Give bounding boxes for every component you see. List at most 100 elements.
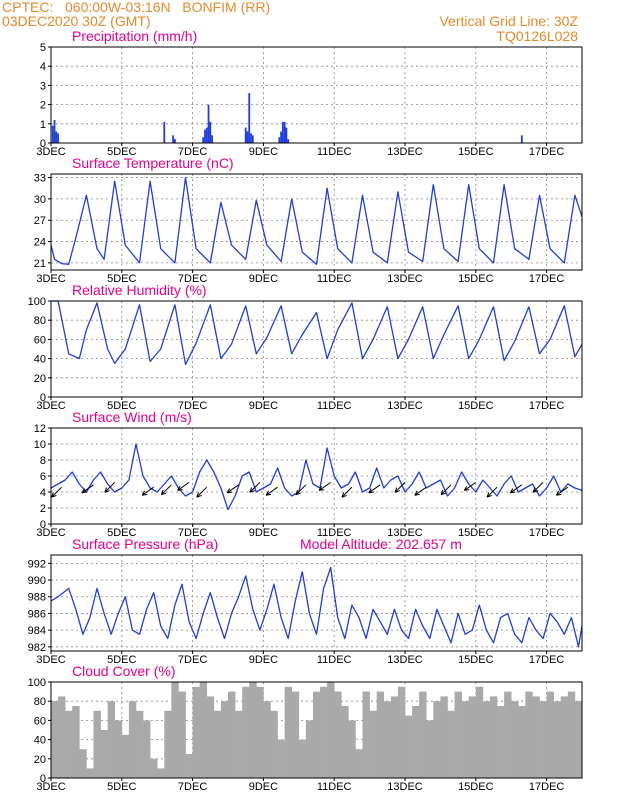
x-tick-label: 5DEC <box>107 527 136 539</box>
wind-arrow-head <box>160 489 164 495</box>
wind-arrow-head <box>341 492 345 498</box>
y-tick-label: 988 <box>28 592 46 604</box>
y-tick-label: 12 <box>34 423 46 435</box>
wind-arrow-shaft <box>318 481 331 491</box>
precip-bar <box>55 131 58 143</box>
wind-arrow-head <box>295 492 301 496</box>
x-tick-label: 13DEC <box>387 146 423 158</box>
x-tick-label: 5DEC <box>107 273 136 285</box>
wind-arrow <box>440 484 452 496</box>
cloud-bar <box>51 701 59 778</box>
x-tick-label: 3DEC <box>36 400 65 412</box>
wind-arrow <box>177 481 190 491</box>
precip-bar <box>53 119 56 143</box>
wind-arrow-head <box>318 485 323 491</box>
cloud-bar <box>447 710 455 778</box>
x-tick-label: 3DEC <box>36 146 65 158</box>
x-tick-label: 9DEC <box>249 781 278 793</box>
cloud-bar <box>482 701 491 778</box>
wind-line <box>50 443 583 511</box>
cloud-bar <box>560 696 569 778</box>
wind-arrow-head <box>177 485 181 491</box>
y-tick-label: 0 <box>40 773 46 785</box>
cloud-bar <box>277 739 285 778</box>
pressure-line <box>50 566 583 648</box>
precip-bar <box>174 139 176 143</box>
cloud-bar <box>220 701 229 778</box>
wind-arrow <box>555 486 569 496</box>
y-tick-label: 80 <box>34 315 46 327</box>
precip-bar <box>287 139 290 143</box>
panel-humidity: Relative Humidity (%) 0 20 40 60 80 100 3DEC 5DE… <box>28 282 583 412</box>
x-tick-label: 9DEC <box>249 400 278 412</box>
cloud-bar <box>440 696 448 778</box>
y-tick-label: 8 <box>40 455 46 467</box>
cloud-bar <box>242 686 250 778</box>
wind-arrow-head <box>141 490 146 496</box>
wind-arrow <box>368 484 381 494</box>
cloud-bar <box>270 710 278 778</box>
y-tick-label: 20 <box>34 754 46 766</box>
x-tick-label: 11DEC <box>317 273 352 285</box>
cloud-bar <box>164 710 172 778</box>
cloud-bar <box>312 691 321 778</box>
humidity-line <box>51 300 583 366</box>
wind-arrow-head <box>265 490 269 496</box>
x-tick-label: 5DEC <box>107 654 136 666</box>
x-tick-label: 15DEC <box>458 654 494 666</box>
cloud-bar <box>546 691 554 778</box>
y-tick-label: 0 <box>40 519 46 531</box>
wind-arrow-head <box>177 489 183 491</box>
wind-arrow-head <box>440 492 447 496</box>
panel-title-humidity: Relative Humidity (%) <box>72 282 207 298</box>
y-tick-label: 0 <box>40 392 46 404</box>
x-tick-label: 13DEC <box>387 527 423 539</box>
y-tick-label: 80 <box>34 696 46 708</box>
cloud-bar <box>298 739 307 778</box>
wind-arrow-head <box>486 494 493 498</box>
cloud-bar <box>567 691 576 778</box>
y-tick-label: 986 <box>28 608 46 620</box>
cloud-bar <box>305 720 314 778</box>
panel-title-cloud: Cloud Cover (%) <box>72 663 175 679</box>
wind-arrow <box>141 486 154 496</box>
x-tick-label: 15DEC <box>458 273 494 285</box>
cloud-bar <box>504 691 512 778</box>
precip-bar <box>246 131 249 143</box>
cloud-bar <box>475 686 484 778</box>
wind-arrow-shaft <box>104 482 116 493</box>
x-tick-label: 17DEC <box>529 781 565 793</box>
wind-arrow-shaft <box>81 484 94 494</box>
cloud-bar <box>185 754 193 778</box>
temperature-line <box>50 176 583 265</box>
precip-bar <box>51 125 54 143</box>
cloud-bar <box>383 701 392 778</box>
wind-arrow <box>341 486 353 498</box>
cloud-bar <box>150 758 158 778</box>
x-tick-label: 7DEC <box>178 781 207 793</box>
x-tick-label: 11DEC <box>317 527 352 539</box>
wind-arrow <box>104 482 116 493</box>
y-tick-label: 60 <box>34 334 46 346</box>
panel-title-temperature: Surface Temperature (nC) <box>72 155 234 171</box>
cloud-bar <box>362 691 370 778</box>
x-tick-label: 7DEC <box>178 273 207 285</box>
wind-arrow-head <box>341 494 347 498</box>
cloud-bar <box>397 686 406 778</box>
cloud-bar <box>157 768 165 778</box>
cloud-bar <box>86 768 94 778</box>
x-tick-label: 11DEC <box>317 400 352 412</box>
y-tick-label: 60 <box>34 715 46 727</box>
wind-arrow-head <box>161 492 167 496</box>
precip-bar <box>248 93 251 143</box>
y-tick-label: 10 <box>34 439 46 451</box>
model-altitude-label: Model Altitude: 202.657 m <box>300 536 462 552</box>
wind-arrow-head <box>227 491 233 494</box>
cloud-bar <box>355 749 363 778</box>
cloud-bar <box>228 691 236 778</box>
wind-arrow <box>394 482 406 493</box>
cloud-bar <box>128 701 137 778</box>
y-tick-label: 2 <box>40 100 46 112</box>
wind-arrow-head <box>556 493 562 496</box>
wind-arrow <box>318 481 331 491</box>
